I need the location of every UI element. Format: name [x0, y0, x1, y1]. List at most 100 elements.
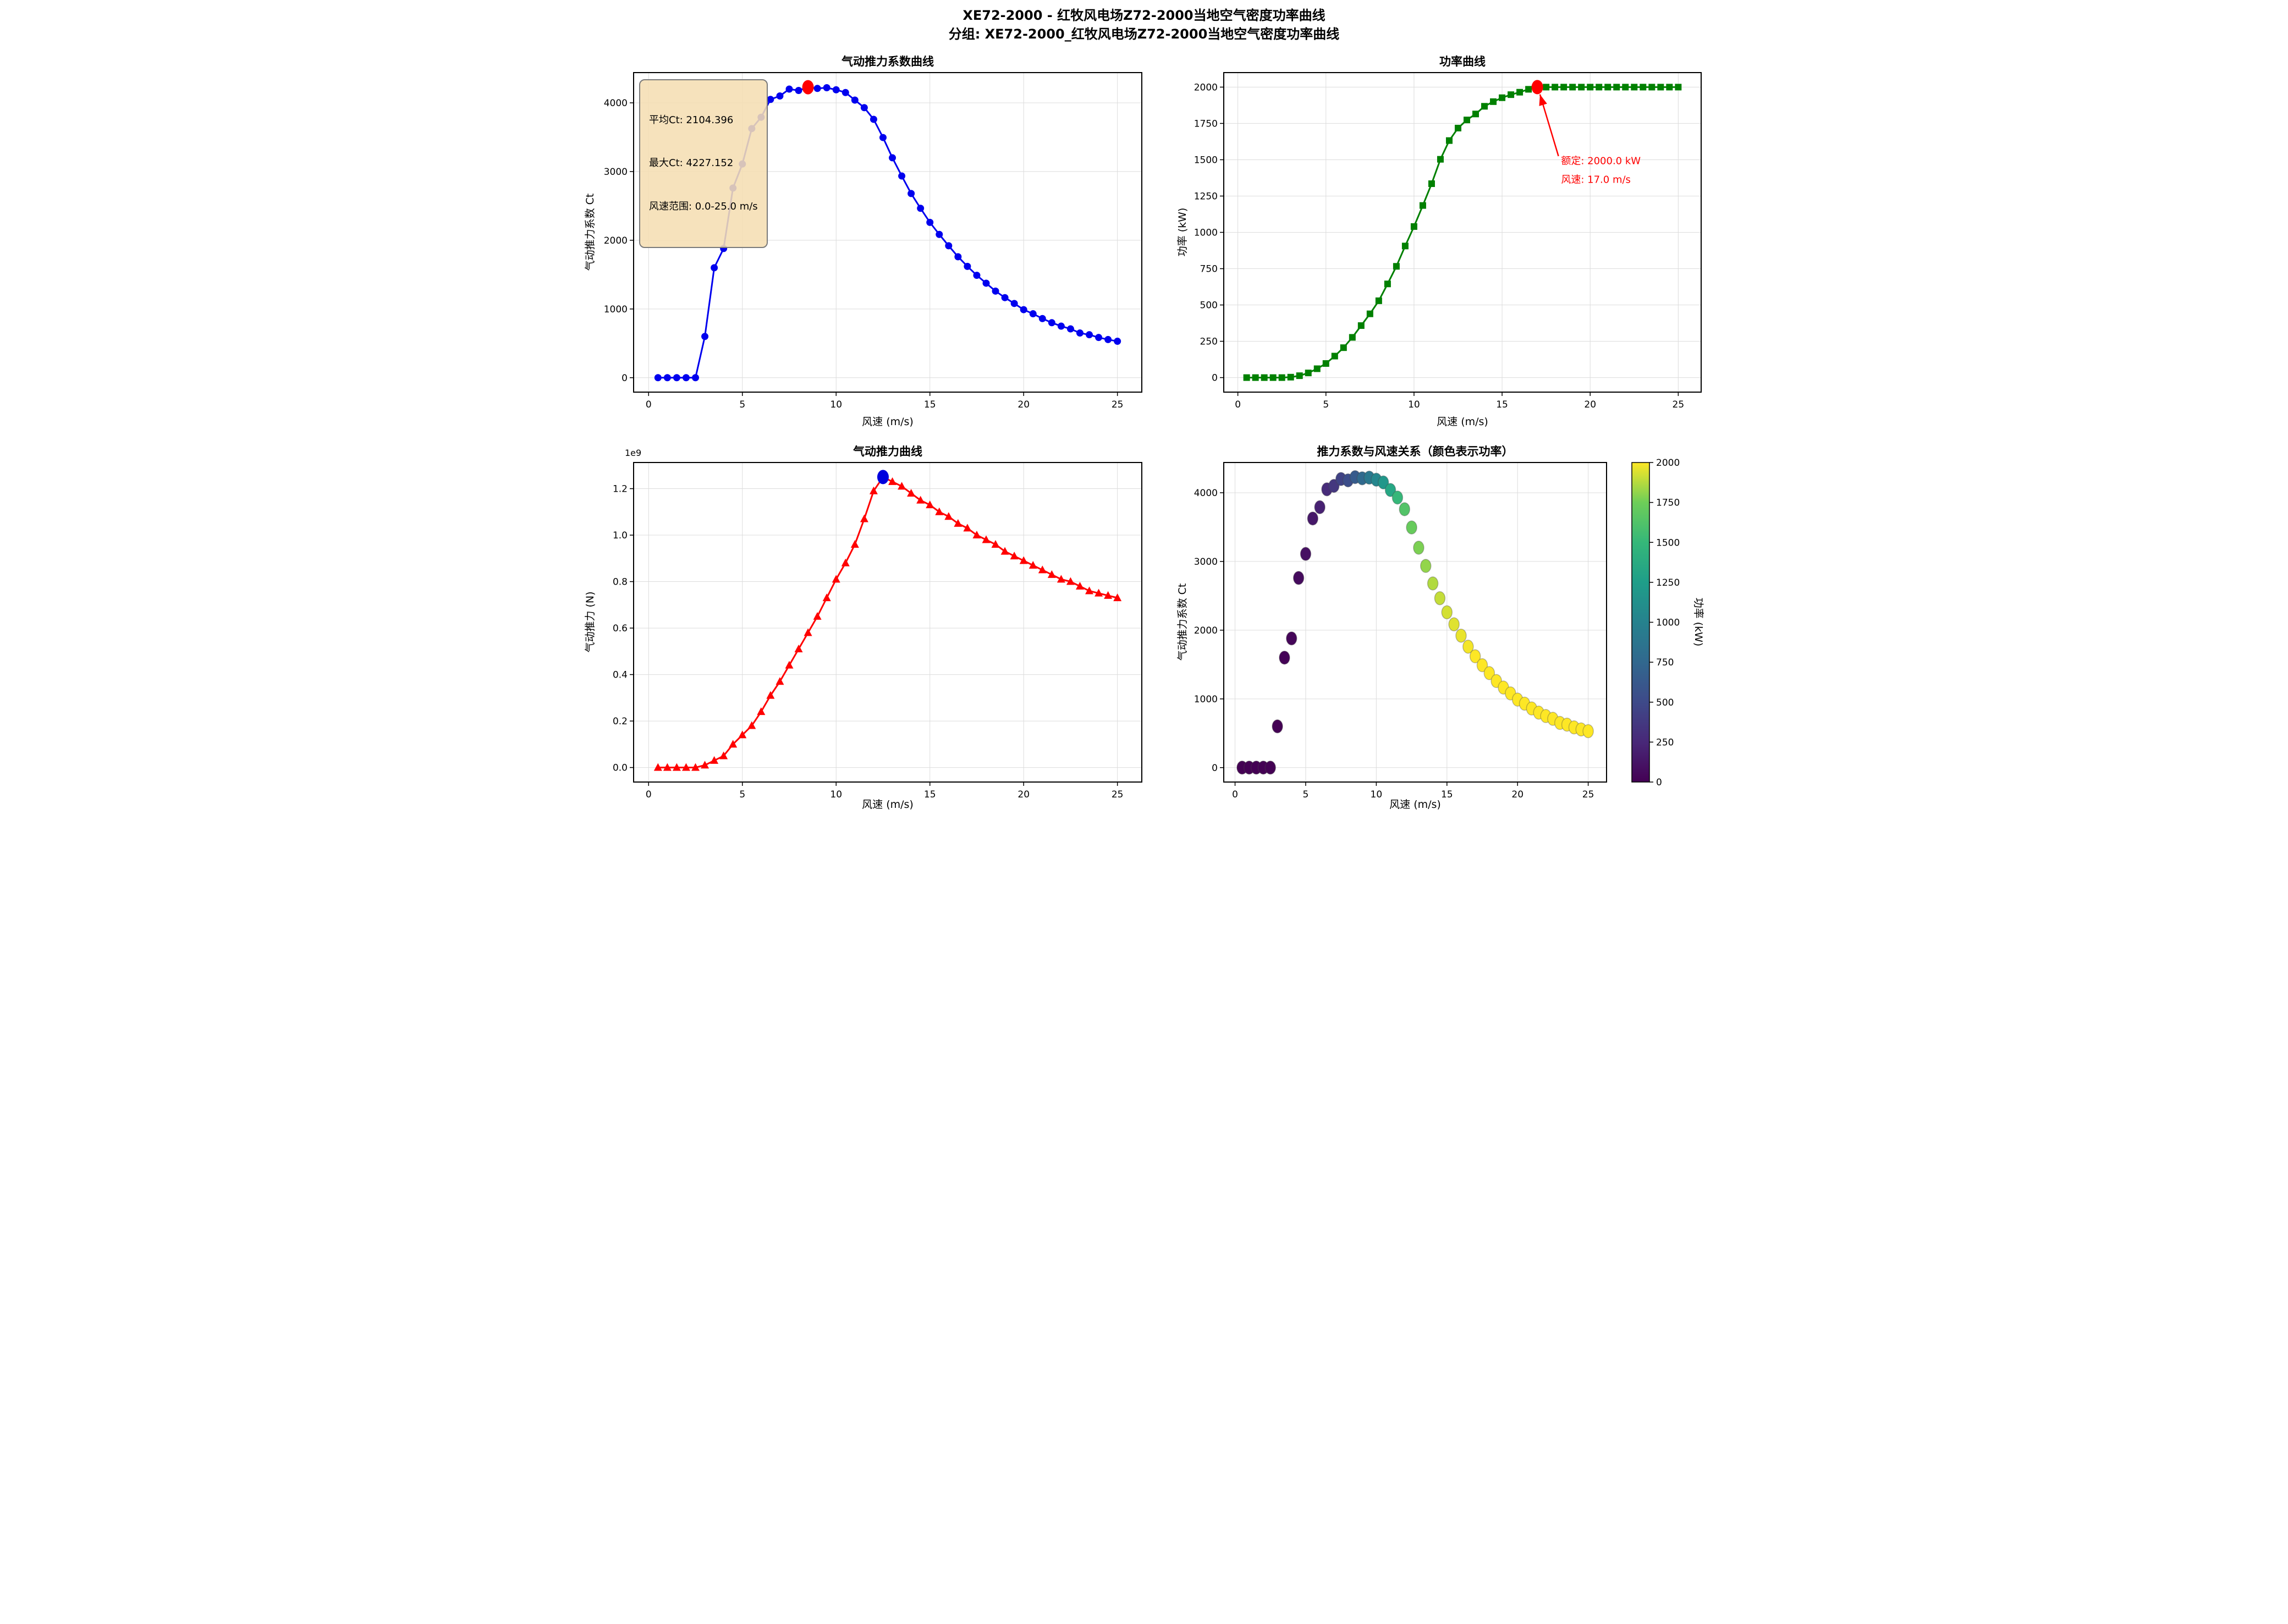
svg-text:1500: 1500	[1656, 537, 1680, 548]
scatter-canvas: 0 5 10 15 20 25 0 1000 2000 3000 4000	[1194, 462, 1607, 800]
ct-plot-xlabel: 风速 (m/s)	[862, 416, 914, 428]
max-ct-marker	[802, 80, 814, 95]
svg-text:0.2: 0.2	[613, 716, 628, 727]
svg-text:500: 500	[1656, 697, 1674, 708]
plot-border	[633, 462, 1142, 783]
power-series-markers	[1243, 84, 1682, 381]
ct-stats-line-mean: 平均Ct: 2104.396	[649, 114, 734, 126]
svg-text:2000: 2000	[1194, 625, 1218, 636]
svg-text:5: 5	[739, 399, 745, 410]
ct-plot-ylabel: 气动推力系数 Ct	[584, 193, 596, 271]
svg-text:1.0: 1.0	[613, 530, 628, 541]
axis-ticks: 0 5 10 15 20 25 0 1000 2000 3000 4000	[1194, 488, 1594, 800]
colorbar-ticks: 0 250 500 750 1000 1250 1500 1750 2000	[1649, 458, 1680, 788]
power-plot-ylabel: 功率 (kW)	[1176, 207, 1189, 257]
svg-text:1500: 1500	[1194, 155, 1218, 166]
svg-text:25: 25	[1112, 789, 1124, 800]
thrust-series-markers	[653, 472, 1122, 771]
figure-title-line1: XE72-2000 - 红牧风电场Z72-2000当地空气密度功率曲线	[963, 8, 1326, 23]
thrust-series	[658, 476, 1118, 769]
svg-text:3000: 3000	[1194, 557, 1218, 568]
svg-text:2000: 2000	[1656, 458, 1680, 469]
svg-text:250: 250	[1656, 737, 1674, 748]
plot-border	[1223, 462, 1607, 783]
svg-text:1000: 1000	[1194, 694, 1218, 705]
ct-stats-box: 平均Ct: 2104.396 最大Ct: 4227.152 风速范围: 0.0-…	[639, 79, 768, 249]
svg-text:0: 0	[1232, 789, 1238, 800]
svg-text:25: 25	[1673, 399, 1685, 410]
svg-text:5: 5	[1303, 789, 1309, 800]
svg-text:20: 20	[1584, 399, 1596, 410]
svg-text:10: 10	[1371, 789, 1383, 800]
power-colorbar: 0 250 500 750 1000 1250 1500 1750 2000	[1631, 458, 1680, 788]
svg-text:4000: 4000	[1194, 488, 1218, 499]
rated-power-marker	[1531, 80, 1543, 95]
svg-text:0: 0	[646, 789, 652, 800]
svg-text:1250: 1250	[1194, 191, 1218, 202]
svg-text:0.0: 0.0	[613, 763, 628, 774]
svg-text:10: 10	[1408, 399, 1420, 410]
svg-text:0: 0	[646, 399, 652, 410]
svg-text:25: 25	[1582, 789, 1594, 800]
svg-text:0: 0	[1212, 763, 1218, 774]
svg-text:750: 750	[1656, 657, 1674, 668]
axis-ticks: 0 5 10 15 20 25 0 1000 2000 3000 4000	[604, 98, 1124, 410]
rated-annotation-arrow	[1539, 94, 1559, 157]
grid-lines	[1224, 463, 1607, 782]
scatter-plot-title: 推力系数与风速关系（颜色表示功率）	[1317, 445, 1514, 458]
max-thrust-marker	[877, 470, 889, 485]
svg-text:0: 0	[1235, 399, 1241, 410]
plot-border	[1223, 72, 1702, 393]
svg-text:1000: 1000	[1656, 618, 1680, 629]
svg-text:15: 15	[1496, 399, 1508, 410]
svg-text:2000: 2000	[604, 235, 628, 246]
svg-text:0.8: 0.8	[613, 577, 628, 588]
svg-text:1000: 1000	[604, 304, 628, 315]
ct-power-scatter	[1236, 470, 1594, 775]
thrust-plot-xlabel: 风速 (m/s)	[862, 799, 914, 811]
svg-text:750: 750	[1200, 264, 1218, 275]
svg-text:10: 10	[830, 789, 842, 800]
axis-ticks: 0 5 10 15 20 25 0.0 0.2 0.4 0.6 0.8 1.0 1.2	[613, 484, 1124, 800]
thrust-plot-ylabel: 气动推力 (N)	[584, 591, 596, 653]
svg-text:5: 5	[1323, 399, 1329, 410]
svg-text:1.2: 1.2	[613, 484, 628, 495]
rated-annotation-text: 风速: 17.0 m/s	[1561, 174, 1631, 186]
svg-text:2000: 2000	[1194, 82, 1218, 93]
svg-text:1750: 1750	[1656, 498, 1680, 509]
ct-stats-line-max: 最大Ct: 4227.152	[649, 157, 734, 169]
power-plot-xlabel: 风速 (m/s)	[1437, 416, 1488, 428]
svg-text:15: 15	[924, 789, 936, 800]
figure-title-line2: 分组: XE72-2000_红牧风电场Z72-2000当地空气密度功率曲线	[948, 26, 1340, 42]
grid-lines	[634, 463, 1142, 782]
svg-text:0: 0	[1212, 373, 1218, 384]
svg-text:0: 0	[622, 373, 628, 384]
colorbar-label: 功率 (kW)	[1692, 597, 1704, 647]
plot-border	[633, 72, 1142, 393]
thrust-curve-canvas: 0 5 10 15 20 25 0.0 0.2 0.4 0.6 0.8 1.0 1.2	[613, 462, 1142, 800]
svg-text:500: 500	[1200, 300, 1218, 311]
svg-text:20: 20	[1511, 789, 1524, 800]
svg-text:0.4: 0.4	[613, 670, 628, 681]
scatter-plot-ylabel: 气动推力系数 Ct	[1176, 583, 1189, 661]
thrust-axis-offset: 1e9	[625, 448, 642, 458]
scatter-plot-xlabel: 风速 (m/s)	[1389, 799, 1441, 811]
grid-lines	[1224, 73, 1701, 392]
svg-text:0.6: 0.6	[613, 623, 628, 634]
svg-text:25: 25	[1112, 399, 1124, 410]
colorbar-gradient	[1631, 462, 1650, 783]
thrust-plot-title: 气动推力曲线	[853, 445, 922, 458]
svg-text:3000: 3000	[604, 167, 628, 178]
svg-text:250: 250	[1200, 337, 1218, 348]
svg-text:20: 20	[1018, 789, 1030, 800]
svg-text:1250: 1250	[1656, 577, 1680, 588]
figure: XE72-2000 - 红牧风电场Z72-2000当地空气密度功率曲线 分组: …	[572, 0, 1716, 812]
svg-text:1000: 1000	[1194, 228, 1218, 239]
ct-plot-title: 气动推力系数曲线	[842, 55, 934, 68]
rated-annotation-text: 额定: 2000.0 kW	[1561, 155, 1641, 167]
svg-text:5: 5	[739, 789, 745, 800]
svg-text:4000: 4000	[604, 98, 628, 109]
svg-text:20: 20	[1018, 399, 1030, 410]
